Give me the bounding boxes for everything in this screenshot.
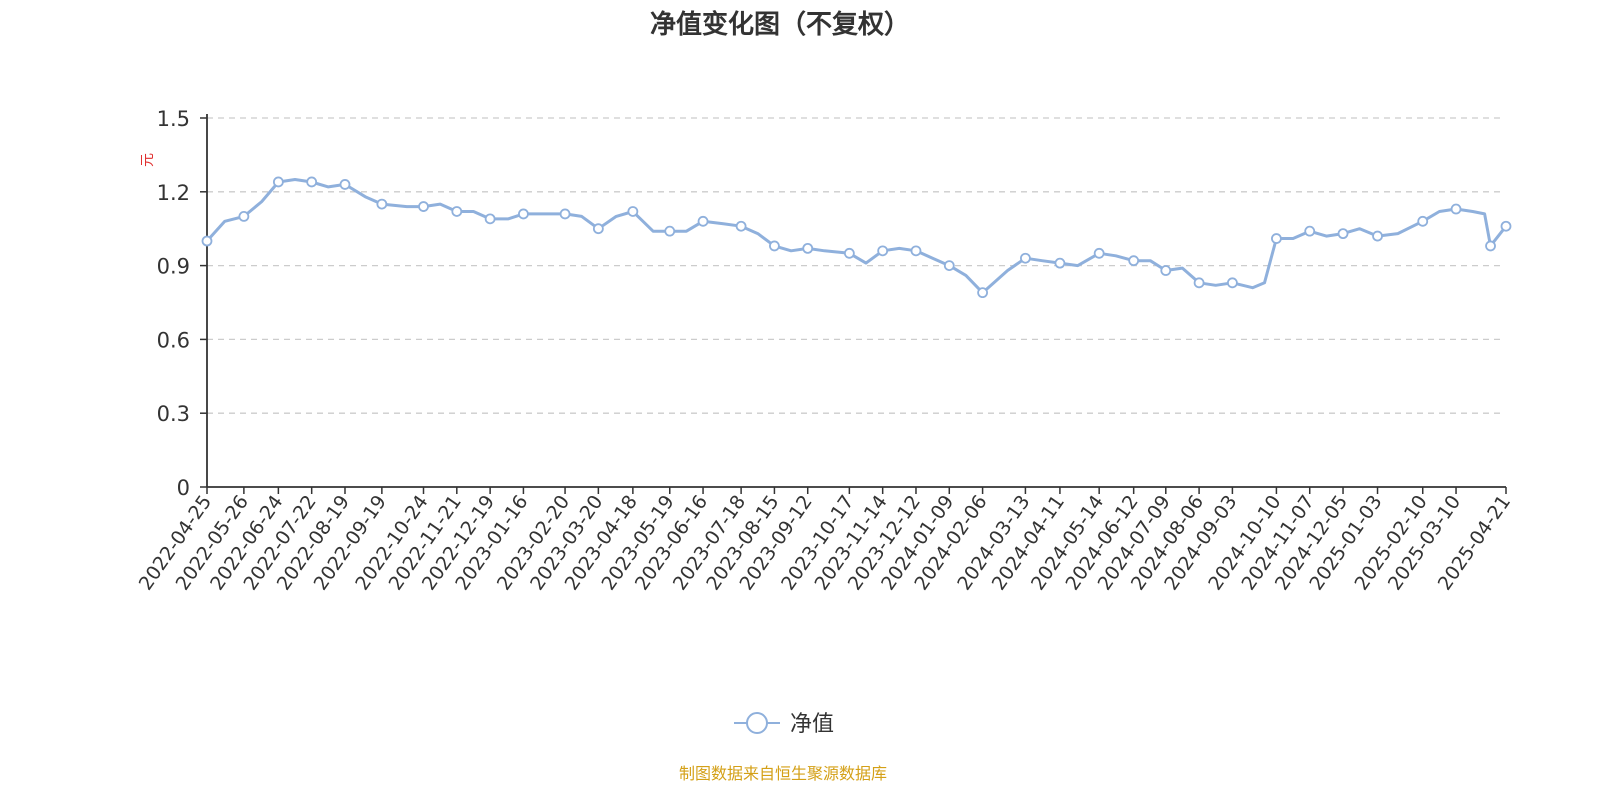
legend-marker-icon: [746, 712, 768, 734]
data-point: [1417, 215, 1429, 227]
data-point: [592, 223, 604, 235]
data-point: [306, 176, 318, 188]
data-point: [1054, 257, 1066, 269]
y-tick-label: 0.6: [157, 328, 190, 352]
data-point: [559, 208, 571, 220]
data-point: [484, 213, 496, 225]
data-point: [1271, 233, 1282, 244]
data-point: [977, 287, 988, 299]
data-point: [910, 245, 922, 257]
data-point: [943, 260, 955, 272]
data-point: [1337, 228, 1349, 240]
data-point: [1093, 247, 1105, 259]
x-axis: 2022-04-252022-05-262022-06-242022-07-22…: [135, 486, 1515, 594]
data-point: [451, 206, 463, 217]
data-point: [802, 242, 814, 254]
data-point: [697, 215, 709, 227]
series-line: [205, 178, 1508, 295]
legend-label: 净值: [790, 712, 834, 737]
data-point: [1227, 277, 1238, 289]
chart-title: 净值变化图（不复权）: [650, 9, 910, 40]
data-point: [769, 240, 780, 252]
data-point: [272, 176, 284, 188]
data-point: [238, 210, 250, 222]
data-point: [201, 235, 213, 247]
source-footnote: 制图数据来自恒生聚源数据库: [679, 764, 887, 783]
data-point: [664, 225, 676, 237]
data-point: [1372, 230, 1383, 242]
data-point: [1500, 220, 1512, 232]
data-point: [518, 208, 529, 220]
y-tick-label: 1.2: [157, 181, 190, 205]
y-tick-label: 1.5: [157, 107, 190, 131]
data-point: [1304, 225, 1316, 237]
data-point: [1160, 265, 1172, 276]
data-point: [877, 245, 889, 257]
grid-lines: [207, 117, 1500, 414]
data-point: [735, 220, 747, 232]
data-point: [627, 206, 639, 217]
y-tick-label: 0.3: [157, 402, 190, 426]
data-point: [339, 179, 351, 190]
y-tick-label: 0.9: [157, 255, 190, 279]
y-axis-unit-label: 元: [140, 153, 156, 167]
data-point: [418, 201, 429, 212]
y-tick-label: 0: [177, 476, 190, 500]
data-point: [1450, 203, 1462, 215]
data-point: [1020, 252, 1031, 264]
legend[interactable]: 净值: [734, 712, 834, 737]
data-point: [1485, 240, 1496, 252]
y-axis: 0 0.3 0.6 0.9 1.2 1.5: [157, 107, 208, 500]
data-point: [376, 198, 388, 210]
series-group: [201, 176, 1512, 299]
data-point: [1128, 255, 1140, 267]
data-point: [843, 247, 855, 259]
data-point: [1193, 277, 1205, 289]
